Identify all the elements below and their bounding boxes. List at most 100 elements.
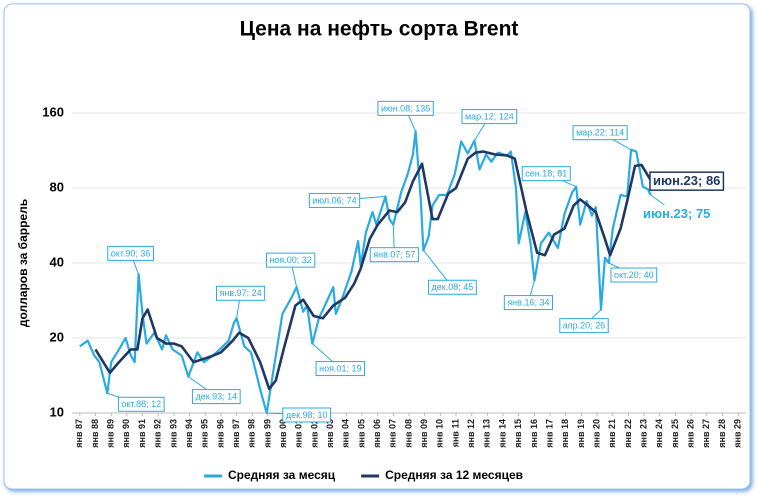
annotation: июн.23; 75: [639, 194, 714, 223]
annotation-label: янв.07; 57: [373, 250, 415, 260]
annotation: июн.23; 86: [649, 171, 725, 191]
x-tick-label: янв 18: [560, 419, 570, 448]
x-tick-label: янв 23: [638, 419, 648, 448]
x-tick-label: янв 05: [356, 419, 366, 448]
y-tick-label: 10: [50, 404, 64, 419]
x-tick-label: янв 12: [466, 419, 476, 448]
y-tick-label: 20: [50, 329, 64, 344]
x-tick-label: янв 93: [168, 419, 178, 448]
annotation: дек.98; 10: [266, 407, 332, 423]
annotation: дек.93; 14: [188, 376, 241, 405]
annotation: окт.20; 40: [608, 262, 658, 283]
y-tick-label: 40: [50, 254, 64, 269]
annotation-label: янв.16; 34: [507, 297, 549, 307]
x-tick-label: янв 13: [482, 419, 492, 448]
x-tick-label: янв 06: [372, 419, 382, 448]
annotation: дек.08; 45: [423, 249, 477, 295]
x-tick-label: янв 27: [701, 419, 711, 448]
x-tick-label: янв 20: [591, 419, 601, 448]
x-tick-label: янв 16: [529, 419, 539, 448]
annotation-box: [572, 125, 628, 141]
annotation-box: [461, 109, 518, 125]
annotation: июн.08; 135: [377, 100, 434, 132]
annotation: янв.97; 24: [216, 285, 266, 319]
annotation-box: [265, 252, 316, 268]
x-tick-label: янв 94: [184, 419, 194, 448]
x-tick-label: янв 10: [435, 419, 445, 448]
x-tick-label: янв 11: [450, 419, 460, 447]
annotation-box: [107, 245, 154, 261]
annotation: июл.06; 74: [308, 192, 386, 208]
annotation-box: [117, 396, 165, 412]
annotation-box: [610, 267, 658, 283]
x-tick-label: янв 00: [278, 419, 288, 448]
annotation: мар.22; 114: [572, 125, 632, 151]
x-tick-label: янв 89: [106, 419, 116, 448]
annotation-box: [308, 192, 361, 208]
annotation-label: окт.20; 40: [614, 270, 654, 280]
x-tick-label: янв 99: [262, 419, 272, 448]
x-tick-label: янв 02: [309, 419, 319, 448]
x-tick-label: янв 96: [215, 419, 225, 448]
x-tick-label: янв 29: [733, 419, 743, 448]
annotation-box: [377, 100, 434, 116]
x-tick-label: янв 15: [513, 419, 523, 448]
annotation-label: июн.23; 86: [653, 173, 720, 188]
x-tick-label: янв 21: [607, 419, 617, 448]
x-tick-label: янв 26: [686, 419, 696, 448]
annotation-label: дек.93; 14: [195, 391, 237, 401]
annotation-label: мар.12; 124: [465, 111, 514, 121]
annotation-label: ноя.01; 19: [319, 363, 361, 373]
annotation-box: [559, 318, 609, 334]
x-tick-label: янв 92: [153, 419, 163, 448]
annotation-box: [191, 389, 241, 405]
annotation-box: [315, 361, 365, 377]
x-tick-label: янв 17: [544, 419, 554, 448]
annotation: янв.07; 57: [369, 224, 419, 263]
annotation: окт.90; 36: [107, 245, 154, 275]
annotation-label: янв.97; 24: [220, 288, 262, 298]
annotation-label: мар.22; 114: [576, 128, 624, 138]
x-tick-label: янв 97: [231, 419, 241, 448]
annotation-label: сен.18; 81: [525, 169, 567, 179]
annotation-box: [428, 279, 477, 295]
annotation: янв.16; 34: [503, 280, 553, 311]
x-tick-label: янв 09: [419, 419, 429, 448]
x-tick-label: янв 90: [121, 419, 131, 448]
y-tick-label: 160: [42, 104, 64, 119]
annotation-label: окт.88; 12: [121, 399, 161, 409]
annotation-label: июн.23; 75: [643, 206, 710, 221]
annotation: сен.18; 81: [521, 166, 577, 188]
annotation-label: дек.08; 45: [432, 282, 474, 292]
x-tick-label: янв 24: [654, 419, 664, 448]
x-tick-label: янв 98: [247, 419, 257, 448]
x-tick-label: янв 88: [90, 419, 100, 448]
annotation-label: апр.20; 26: [563, 320, 605, 330]
x-tick-label: янв 28: [717, 419, 727, 448]
x-tick-label: янв 14: [497, 419, 507, 448]
legend-label: Средняя за месяц: [228, 468, 336, 482]
annotation-label: июл.06; 74: [312, 195, 356, 205]
legend-label: Средняя за 12 месяцев: [385, 468, 523, 482]
annotation: окт.88; 12: [107, 392, 165, 412]
annotation-label: дек.98; 10: [286, 410, 328, 420]
x-tick-label: янв 19: [576, 419, 586, 448]
annotation-box: [369, 247, 419, 263]
annotation: ноя.01; 19: [311, 343, 365, 377]
y-axis-label: долларов за баррель: [16, 199, 30, 327]
annotation: ноя.00; 32: [265, 252, 316, 288]
annotation-label: окт.90; 36: [111, 248, 151, 258]
annotation-box: [639, 204, 714, 223]
annotation-box: [216, 285, 266, 301]
x-tick-label: янв 22: [623, 419, 633, 448]
annotation-box: [503, 295, 553, 311]
x-tick-label: янв 91: [137, 419, 147, 448]
x-tick-label: янв 08: [403, 419, 413, 448]
annotation: мар.12; 124: [461, 109, 518, 141]
series-line: [79, 130, 652, 415]
x-tick-label: янв 03: [325, 419, 335, 448]
chart-title: Цена на нефть сорта Brent: [240, 18, 519, 41]
x-tick-label: янв 04: [341, 419, 351, 448]
annotation-box: [521, 166, 571, 182]
annotation-box: [649, 171, 725, 191]
